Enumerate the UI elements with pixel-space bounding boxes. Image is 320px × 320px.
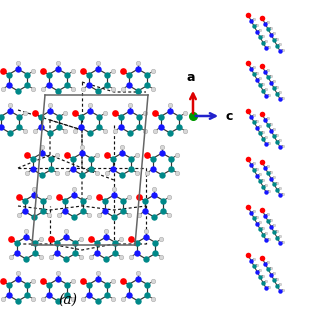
Text: (a): (a)	[59, 293, 77, 307]
Text: a: a	[187, 71, 195, 84]
Text: c: c	[225, 110, 232, 124]
